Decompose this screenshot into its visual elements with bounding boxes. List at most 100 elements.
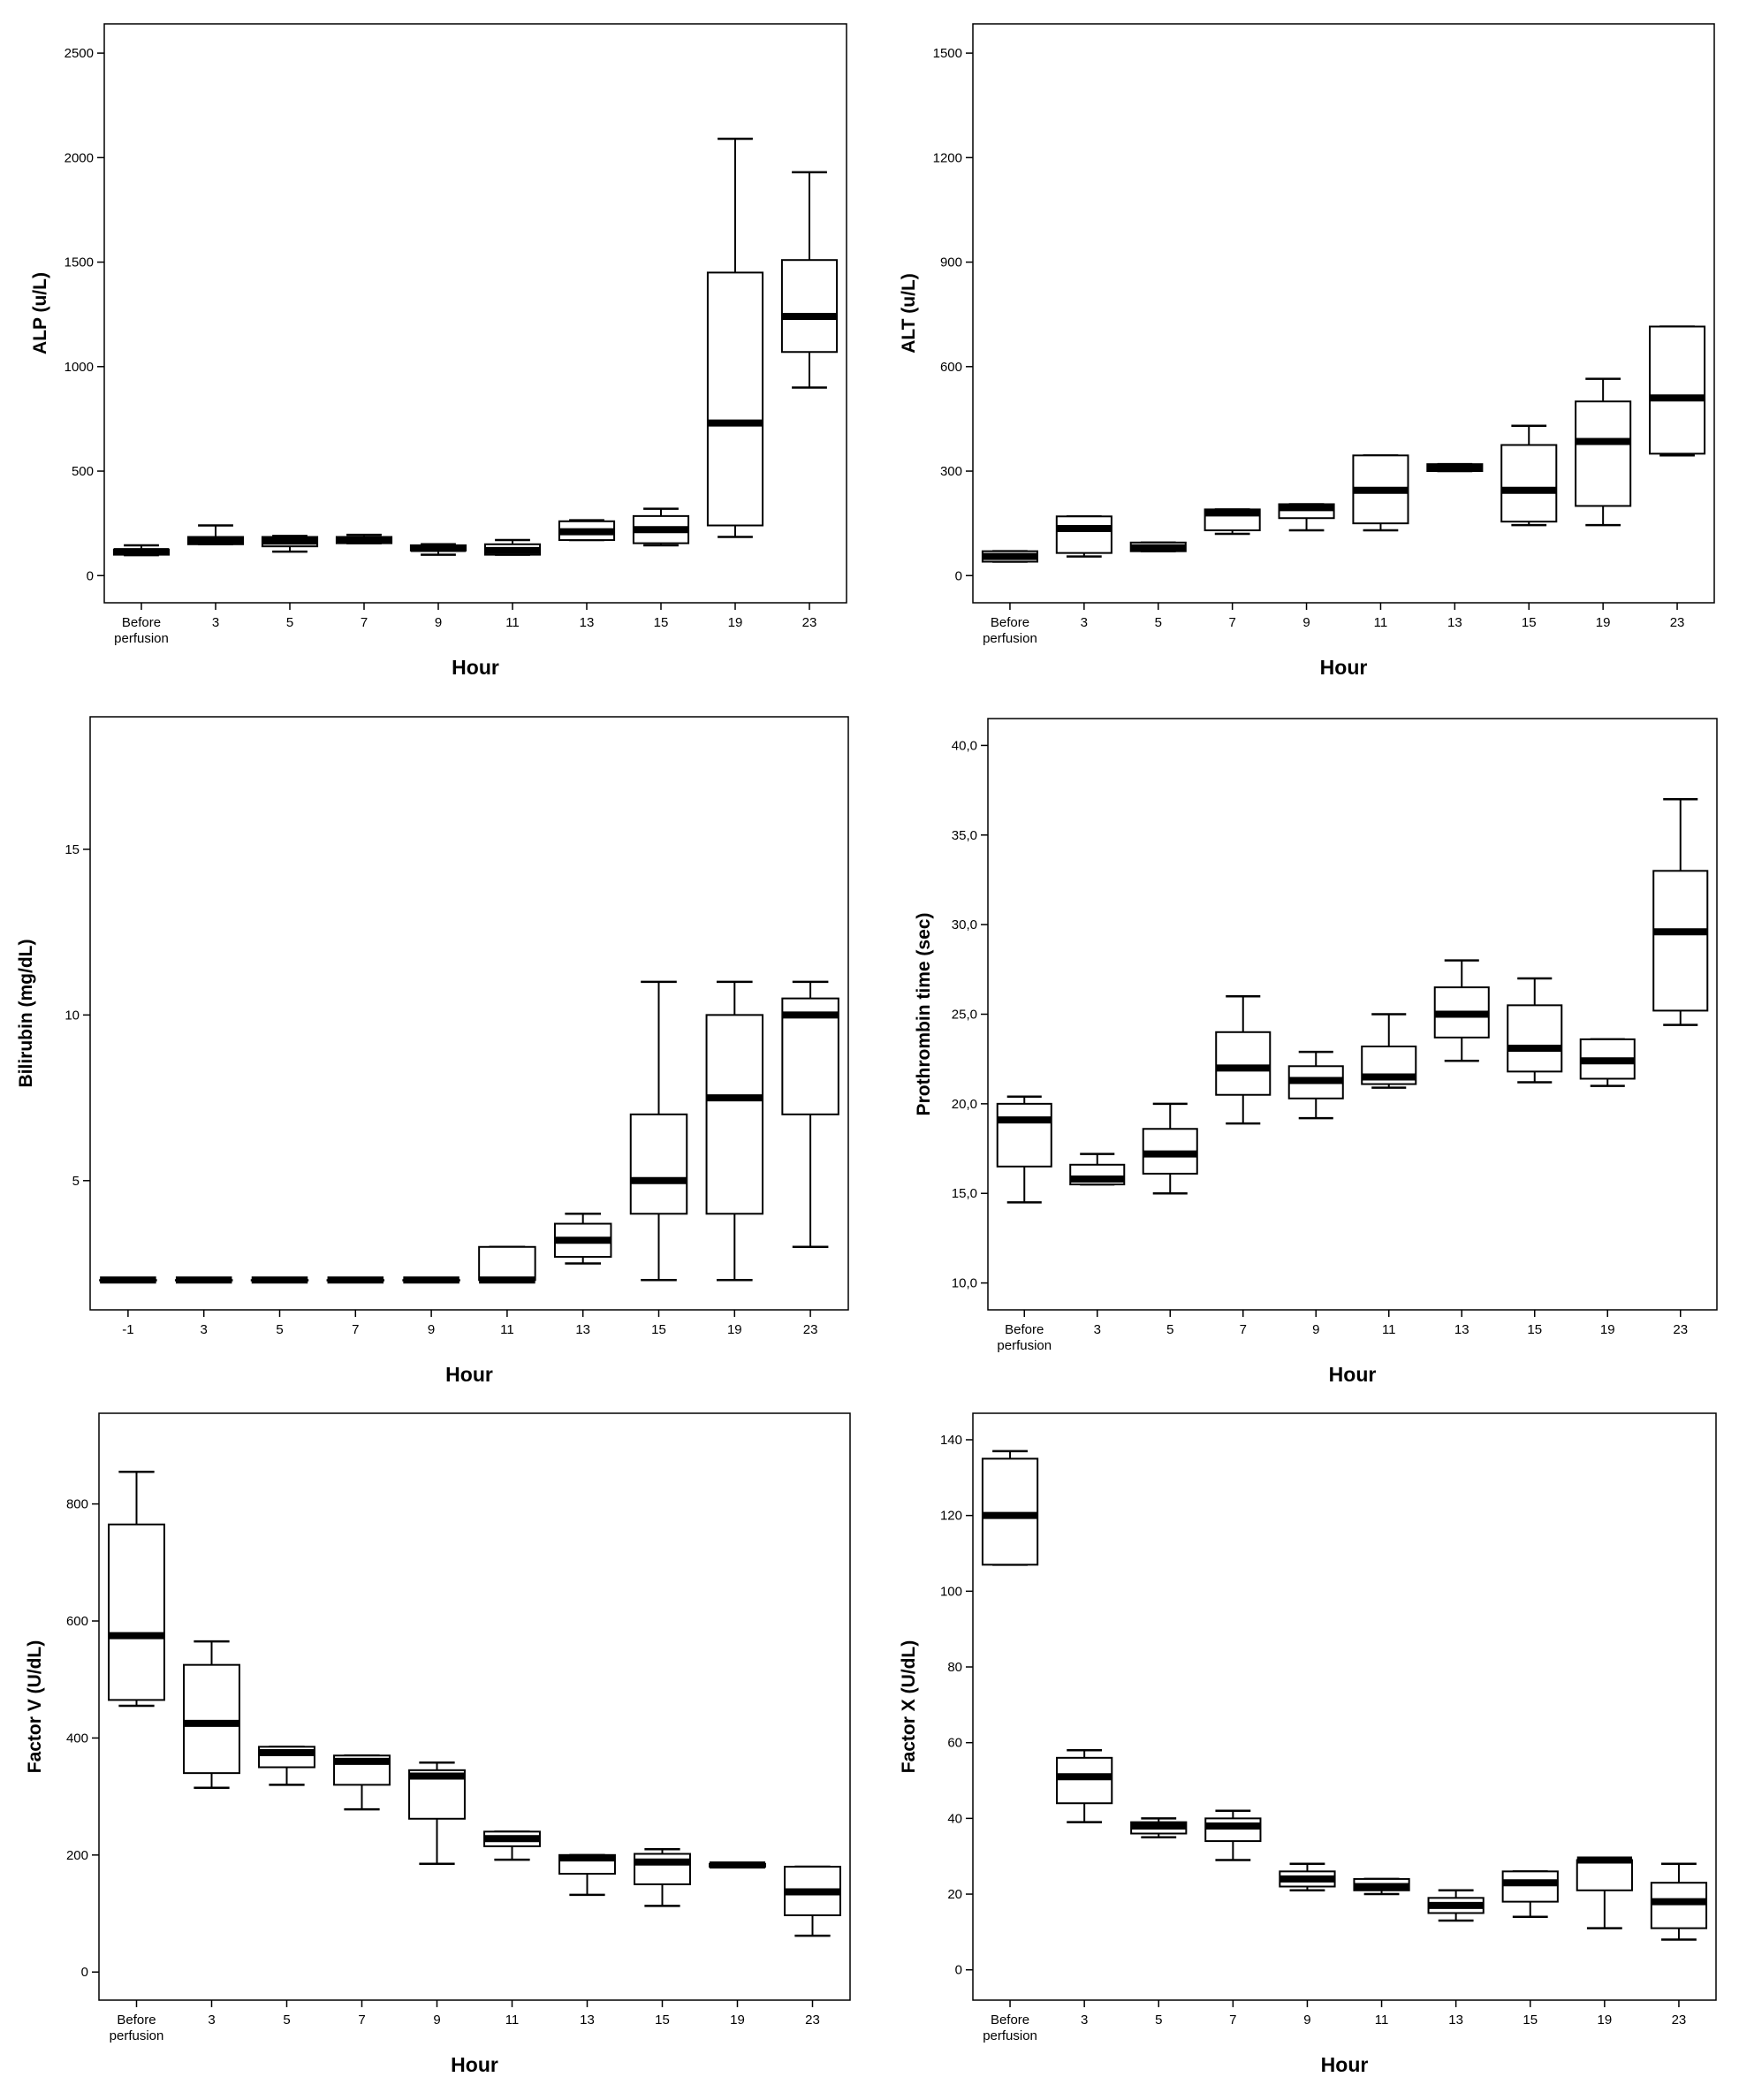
y-tick-label: 100 (940, 1584, 962, 1599)
y-axis-title: Factor V (U/dL) (25, 1640, 45, 1774)
box-iqr (1055, 515, 1113, 554)
box-23 (1650, 1862, 1708, 1941)
y-axis-title: ALT (u/L) (899, 273, 919, 354)
x-tick-label: 11 (505, 2012, 520, 2028)
y-tick-label: 200 (66, 1848, 88, 1863)
y-tick-label: 900 (940, 255, 962, 270)
y-axis-title: ALP (u/L) (30, 272, 50, 354)
x-tick-label: 9 (1303, 2012, 1310, 2028)
box-7 (1204, 508, 1261, 536)
box-iqr (1652, 870, 1709, 1012)
x-tick-label: 23 (802, 615, 817, 630)
box-9 (409, 543, 467, 556)
box-iqr (705, 1014, 764, 1215)
box-11 (483, 1830, 541, 1861)
box-iqr (1056, 1756, 1113, 1805)
x-tick-label: 13 (580, 2012, 595, 2028)
box-before-perfusion (996, 1095, 1052, 1204)
x-tick-label: 5 (286, 615, 293, 630)
x-tick-label: 11 (500, 1322, 514, 1337)
box-iqr (1204, 1817, 1262, 1843)
box-before-perfusion (108, 1470, 165, 1708)
box-11 (478, 1245, 536, 1284)
plot-frame (972, 1412, 1717, 2001)
y-tick-label: 60 (947, 1736, 962, 1751)
box-23 (1652, 797, 1709, 1026)
box-iqr (1650, 1882, 1708, 1929)
box-iqr (706, 271, 764, 527)
x-axis-title: Hour (1321, 2053, 1369, 2076)
box-19 (706, 137, 764, 538)
x-tick-label: 7 (361, 615, 368, 630)
x-axis-title: Hour (1320, 656, 1368, 679)
x-tick-label: 3 (208, 2012, 215, 2028)
box-iqr (1501, 1870, 1559, 1903)
y-tick-label: 35,0 (952, 828, 977, 843)
box-9 (1278, 503, 1335, 532)
x-tick-label: 23 (803, 1322, 818, 1337)
x-tick-label: 3 (201, 1322, 208, 1337)
x-tick-label: 13 (1447, 615, 1462, 630)
bilirubin-boxplot-panel: 5 10 15 -1 3 5 7 9 11 13 15 19 23 Hour Bilirubin (mg/d… (16, 716, 849, 1386)
plot-frame (987, 718, 1718, 1311)
y-tick-label: 5 (72, 1174, 80, 1189)
box-15 (1500, 424, 1558, 527)
x-tick-label: 13 (575, 1322, 590, 1337)
box-3 (183, 1640, 240, 1789)
x-tick-label: 3 (1094, 1322, 1101, 1337)
y-tick-label: 600 (940, 360, 962, 375)
box-13 (1427, 1889, 1485, 1922)
box-13 (558, 519, 616, 542)
y-tick-label: 15 (65, 842, 80, 857)
x-tick-label: 7 (1240, 1322, 1247, 1337)
box-15 (634, 1847, 691, 1907)
x-tick-label: 7 (358, 2012, 365, 2028)
box-iqr (1575, 400, 1632, 507)
x-tick-label: 19 (730, 2012, 745, 2028)
x-tick-label: 23 (1672, 2012, 1687, 2028)
y-tick-label: 25,0 (952, 1008, 977, 1023)
plot-frame (972, 23, 1715, 604)
y-tick-label: 1000 (65, 360, 94, 375)
box-19 (705, 980, 764, 1282)
box-iqr (1576, 1859, 1633, 1891)
box-iqr (108, 1523, 165, 1701)
y-tick-label: 10,0 (952, 1276, 977, 1291)
box-iqr (183, 1663, 240, 1775)
x-tick-label: 15 (655, 2012, 670, 2028)
y-tick-label: 120 (940, 1509, 962, 1524)
y-tick-label: 20 (947, 1887, 962, 1902)
plot-frame (89, 716, 849, 1311)
x-tick-label: 13 (580, 615, 595, 630)
box-19 (1579, 1038, 1636, 1087)
x-tick-label: Before perfusion (997, 1322, 1052, 1353)
x-tick-label: 9 (1302, 615, 1310, 630)
box-before-perfusion (112, 544, 171, 557)
box-iqr (478, 1245, 536, 1282)
x-tick-label: 13 (1454, 1322, 1469, 1337)
x-tick-label: 5 (1155, 2012, 1162, 2028)
x-tick-label: 3 (1081, 2012, 1088, 2028)
box-3 (1056, 1749, 1113, 1823)
x-tick-label: 15 (1522, 615, 1537, 630)
x-tick-label: 9 (435, 615, 442, 630)
box-iqr (780, 259, 839, 354)
box-iqr (981, 1457, 1039, 1566)
box-5 (1130, 1817, 1188, 1839)
y-tick-label: 40,0 (952, 738, 977, 753)
box-5 (258, 1746, 315, 1786)
box-iqr (1500, 444, 1558, 523)
box-11 (1353, 1877, 1410, 1896)
box-13 (1433, 959, 1490, 1062)
x-tick-label: Before perfusion (114, 615, 169, 646)
box-7 (1215, 994, 1272, 1125)
y-tick-label: 1200 (933, 150, 962, 165)
x-tick-label: Before perfusion (983, 615, 1037, 646)
y-tick-label: 2000 (65, 150, 94, 165)
box-13 (553, 1213, 612, 1265)
box-9 (1279, 1862, 1336, 1892)
box-19 (709, 1861, 766, 1869)
x-tick-label: 11 (505, 615, 520, 630)
x-tick-label: 11 (1382, 1322, 1396, 1337)
x-tick-label: 7 (352, 1322, 359, 1337)
